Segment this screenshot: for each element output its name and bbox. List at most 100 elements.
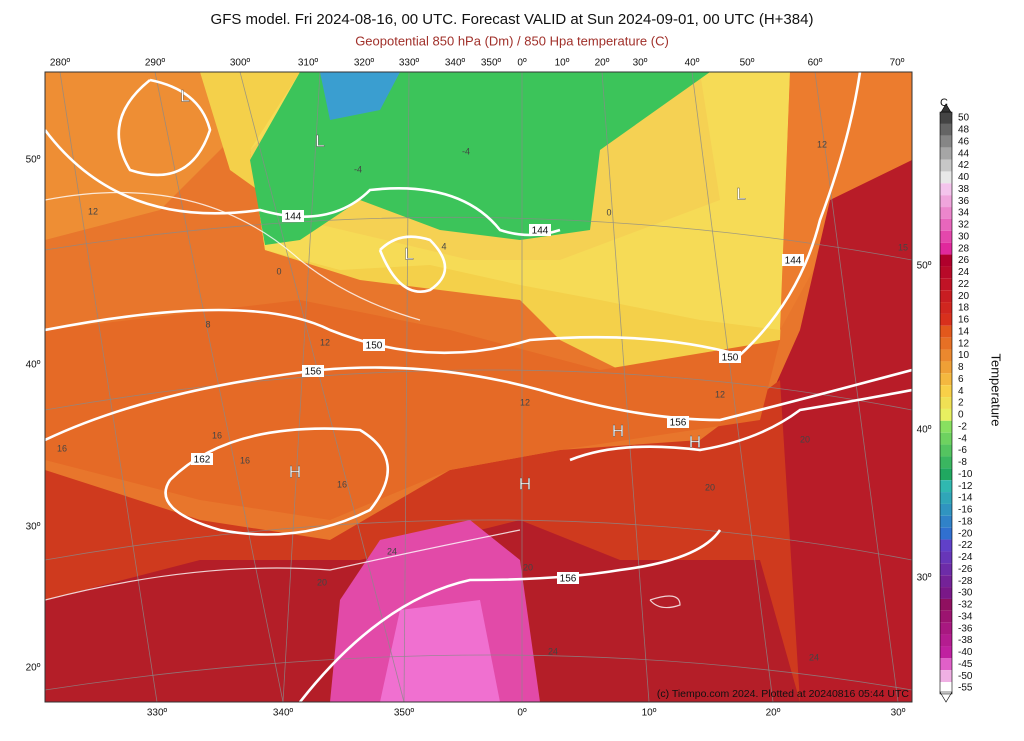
- temperature-label: 12: [817, 139, 827, 149]
- colorbar-tick-label: 16: [958, 315, 970, 326]
- colorbar-tick-label: 32: [958, 220, 970, 231]
- longitude-label: 290º: [145, 58, 166, 69]
- colorbar-swatch: [940, 337, 952, 350]
- temperature-label: 20: [523, 562, 533, 572]
- temperature-label: 16: [212, 430, 222, 440]
- latitude-label: 50º: [26, 155, 41, 166]
- colorbar-unit: C: [940, 97, 948, 109]
- temperature-label: -4: [354, 164, 362, 174]
- colorbar-swatch: [940, 456, 952, 469]
- colorbar-swatch: [940, 468, 952, 481]
- latitude-label: 50º: [917, 261, 932, 272]
- colorbar-swatch: [940, 183, 952, 196]
- graticule: [45, 72, 912, 702]
- colorbar-tick-label: 50: [958, 113, 970, 124]
- longitude-label: 60º: [808, 58, 823, 69]
- colorbar-swatch: [940, 123, 952, 136]
- temperature-label: 24: [809, 652, 819, 662]
- colorbar-tick-label: 20: [958, 291, 970, 302]
- colorbar-tick-label: -6: [958, 445, 967, 456]
- colorbar-tick-label: 24: [958, 267, 970, 278]
- subtitle: Geopotential 850 hPa (Dm) / 850 Hpa temp…: [355, 33, 669, 48]
- colorbar-swatch: [940, 278, 952, 291]
- contour-label-box: [302, 365, 324, 377]
- colorbar-swatch: [940, 432, 952, 445]
- colorbar-tick-label: 28: [958, 243, 970, 254]
- colorbar-swatch: [940, 634, 952, 647]
- temperature-label: -4: [462, 146, 470, 156]
- contours: [45, 72, 912, 702]
- colorbar-swatch: [940, 361, 952, 374]
- colorbar-swatch: [940, 242, 952, 255]
- colorbar-tick-label: 18: [958, 303, 970, 314]
- longitude-label: 30º: [891, 708, 906, 719]
- temperature-label: 24: [387, 546, 397, 556]
- colorbar-swatch: [940, 385, 952, 398]
- contour-label: 144: [785, 256, 802, 267]
- colorbar-tick-label: -12: [958, 481, 973, 492]
- colorbar-swatch: [940, 670, 952, 683]
- colorbar-frame: [939, 111, 953, 695]
- contour-label-box: [782, 254, 804, 266]
- longitude-label: 50º: [740, 58, 755, 69]
- colorbar-tick-label: 38: [958, 184, 970, 195]
- pressure-center: H: [689, 432, 701, 451]
- colorbar-swatch: [940, 349, 952, 362]
- temperature-label: 12: [715, 389, 725, 399]
- colorbar-tick-label: 12: [958, 338, 970, 349]
- temperature-label: 8: [205, 319, 210, 329]
- colorbar-tick-label: 26: [958, 255, 970, 266]
- latitude-label: 30º: [917, 573, 932, 584]
- colorbar-tick-label: 8: [958, 362, 964, 373]
- colorbar-swatch: [940, 397, 952, 409]
- longitude-label: 350º: [394, 708, 415, 719]
- contour-label-box: [282, 210, 304, 222]
- longitude-label: 340º: [445, 58, 466, 69]
- colorbar-cap: [939, 691, 953, 703]
- pressure-center: H: [519, 474, 531, 493]
- colorbar-tick-label: 46: [958, 136, 970, 147]
- temperature-label: 15: [898, 242, 908, 252]
- colorbar-tick-label: -22: [958, 540, 973, 551]
- credit: (c) Tiempo.com 2024. Plotted at 20240816…: [657, 688, 910, 700]
- colorbar-swatch: [940, 147, 952, 160]
- colorbar-tick-label: -28: [958, 576, 973, 587]
- contour-label-box: [557, 572, 579, 584]
- colorbar-tick-label: 0: [958, 410, 964, 421]
- longitude-label: 300º: [230, 58, 251, 69]
- contour-label: 156: [560, 574, 577, 585]
- contour-label: 156: [670, 418, 687, 429]
- colorbar-swatch: [940, 587, 952, 599]
- longitude-label: 320º: [354, 58, 375, 69]
- colorbar-tick-label: -8: [958, 457, 967, 468]
- colorbar-swatch: [940, 598, 952, 611]
- longitude-label: 310º: [298, 58, 319, 69]
- colorbar-tick-label: 14: [958, 326, 970, 337]
- pressure-center: L: [315, 131, 324, 150]
- map: [45, 72, 912, 702]
- longitude-label: 40º: [685, 58, 700, 69]
- colorbar-tick-label: -10: [958, 469, 973, 480]
- contour-label: 156: [305, 367, 322, 378]
- colorbar-swatch: [940, 682, 952, 694]
- temperature-label: 20: [317, 577, 327, 587]
- colorbar-swatch: [940, 646, 952, 659]
- colorbar-tick-label: -38: [958, 635, 973, 646]
- latitude-label: 40º: [917, 425, 932, 436]
- pressure-center: L: [180, 86, 189, 105]
- title: GFS model. Fri 2024-08-16, 00 UTC. Forec…: [211, 11, 814, 28]
- colorbar-tick-label: -30: [958, 588, 973, 599]
- colorbar-swatch: [940, 230, 952, 243]
- colorbar-tick-label: -45: [958, 659, 973, 670]
- contour-label: 150: [722, 353, 739, 364]
- colorbar-swatch: [940, 302, 952, 314]
- colorbar-tick-label: -55: [958, 683, 973, 694]
- latitude-label: 40º: [26, 360, 41, 371]
- colorbar-tick-label: 44: [958, 148, 970, 159]
- longitude-label: 330º: [399, 58, 420, 69]
- colorbar-tick-label: -50: [958, 671, 973, 682]
- longitude-label: 0º: [517, 58, 527, 69]
- colorbar-swatch: [940, 290, 952, 303]
- longitude-label: 10º: [642, 708, 657, 719]
